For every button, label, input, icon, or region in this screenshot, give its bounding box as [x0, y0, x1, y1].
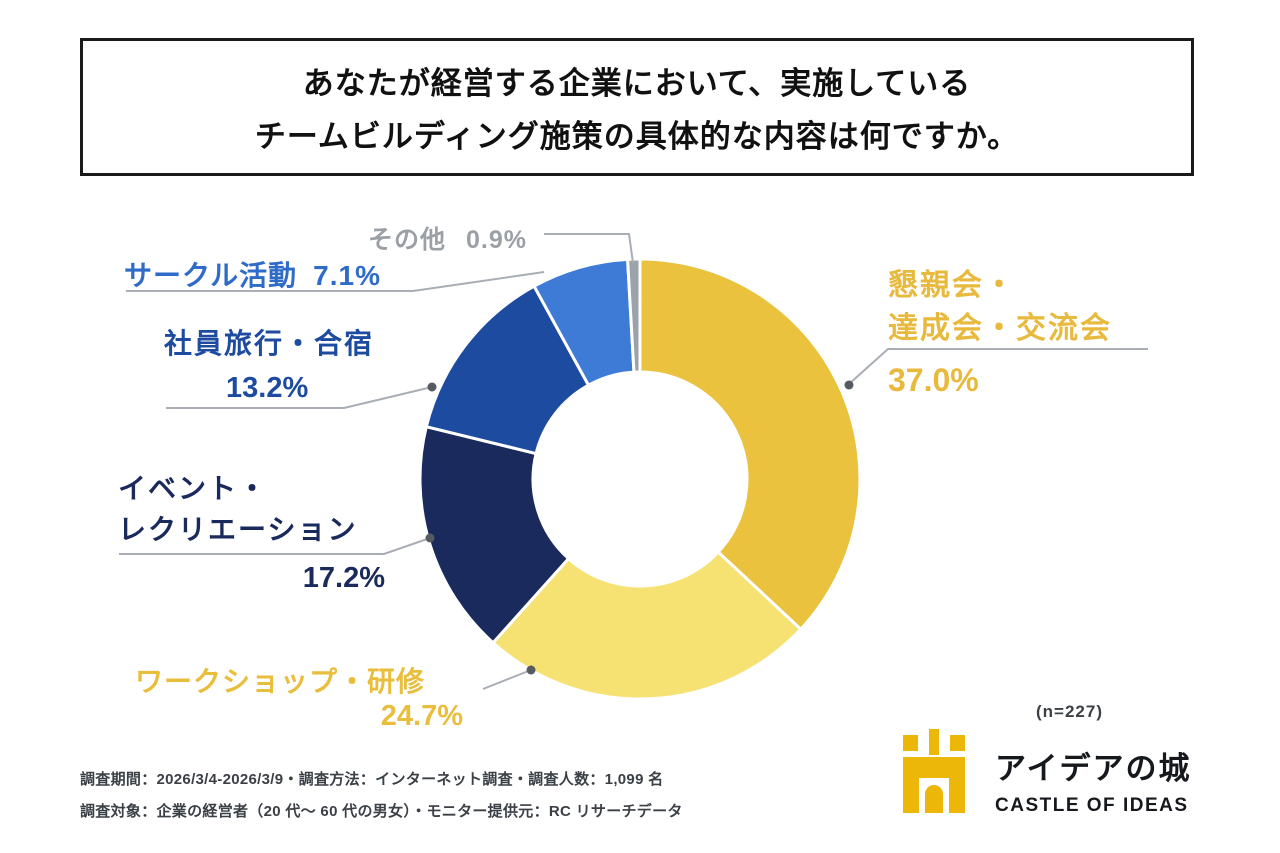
leader-dot-ryokou [427, 382, 437, 392]
segment-label-konshinkai-line-2: 達成会・交流会 [888, 312, 1112, 345]
brand-name-jp: アイデアの城 [995, 751, 1192, 786]
segment-pct-event: 17.2% [302, 562, 385, 594]
segment-label-event-line-2: レクリエーション [118, 514, 358, 545]
segment-label-other-text: その他 [368, 226, 447, 254]
leader-dot-event [425, 533, 435, 543]
segment-pct-other: 0.9% [466, 226, 527, 254]
donut-segment-4 [532, 257, 636, 387]
segment-pct-konshinkai: 37.0% [888, 362, 979, 398]
segment-label-konshinkai-line-1: 懇親会・ [888, 269, 1016, 302]
segment-pct-workshop: 24.7% [380, 700, 463, 732]
segment-label-trip: 社員旅行・合宿 [164, 322, 374, 362]
question-title-box: あなたが経営する企業において、実施している チームビルディング施策の具体的な内容… [80, 38, 1194, 176]
brand-name-en: CASTLE OF IDEAS [995, 795, 1189, 816]
segment-pct-trip: 13.2% [226, 372, 309, 404]
castle-icon [903, 729, 965, 813]
leader-dot-workshop [526, 665, 536, 675]
segment-label-circle-text: サークル活動 [124, 260, 298, 291]
survey-note-line-2: 調査対象：企業の経営者（20 代〜 60 代の男女）・モニター提供元：RC リサ… [80, 803, 683, 820]
segment-label-other: その他 0.9% [368, 220, 527, 256]
segment-label-workshop-text: ワークショップ・研修 [135, 666, 426, 697]
brand-logo-text: アイデアの城 CASTLE OF IDEAS [995, 729, 1191, 817]
segment-pct-circle: 7.1% [313, 260, 381, 291]
segment-label-event: イベント・ レクリエーション [118, 468, 357, 550]
donut-segment-1 [491, 550, 803, 701]
leader-dot-konshin [844, 380, 854, 390]
question-title-line-1: あなたが経営する企業において、実施している [302, 66, 972, 101]
survey-note-line-1: 調査期間：2026/3/4-2026/3/9・調査方法：インターネット調査・調査… [80, 771, 664, 788]
donut-segment-0 [638, 257, 862, 631]
sample-size-note: (n=227) [1036, 702, 1103, 721]
donut-segment-5 [626, 257, 642, 374]
brand-logo: アイデアの城 CASTLE OF IDEAS [903, 729, 1191, 817]
donut-segment-3 [424, 284, 590, 456]
segment-label-trip-text: 社員旅行・合宿 [164, 328, 375, 359]
segment-label-event-line-1: イベント・ [118, 473, 269, 504]
donut-chart [418, 257, 862, 701]
segment-label-circle: サークル活動 7.1% [124, 254, 381, 294]
segment-label-workshop: ワークショップ・研修 [135, 660, 425, 700]
donut-segment-2 [418, 425, 571, 645]
segment-label-konshinkai: 懇親会・ 達成会・交流会 [888, 264, 1112, 350]
leader-line-workshop [482, 669, 532, 690]
question-title-line-2: チームビルディング施策の具体的な内容は何ですか。 [254, 119, 1020, 154]
leader-line-sonota [544, 233, 634, 264]
